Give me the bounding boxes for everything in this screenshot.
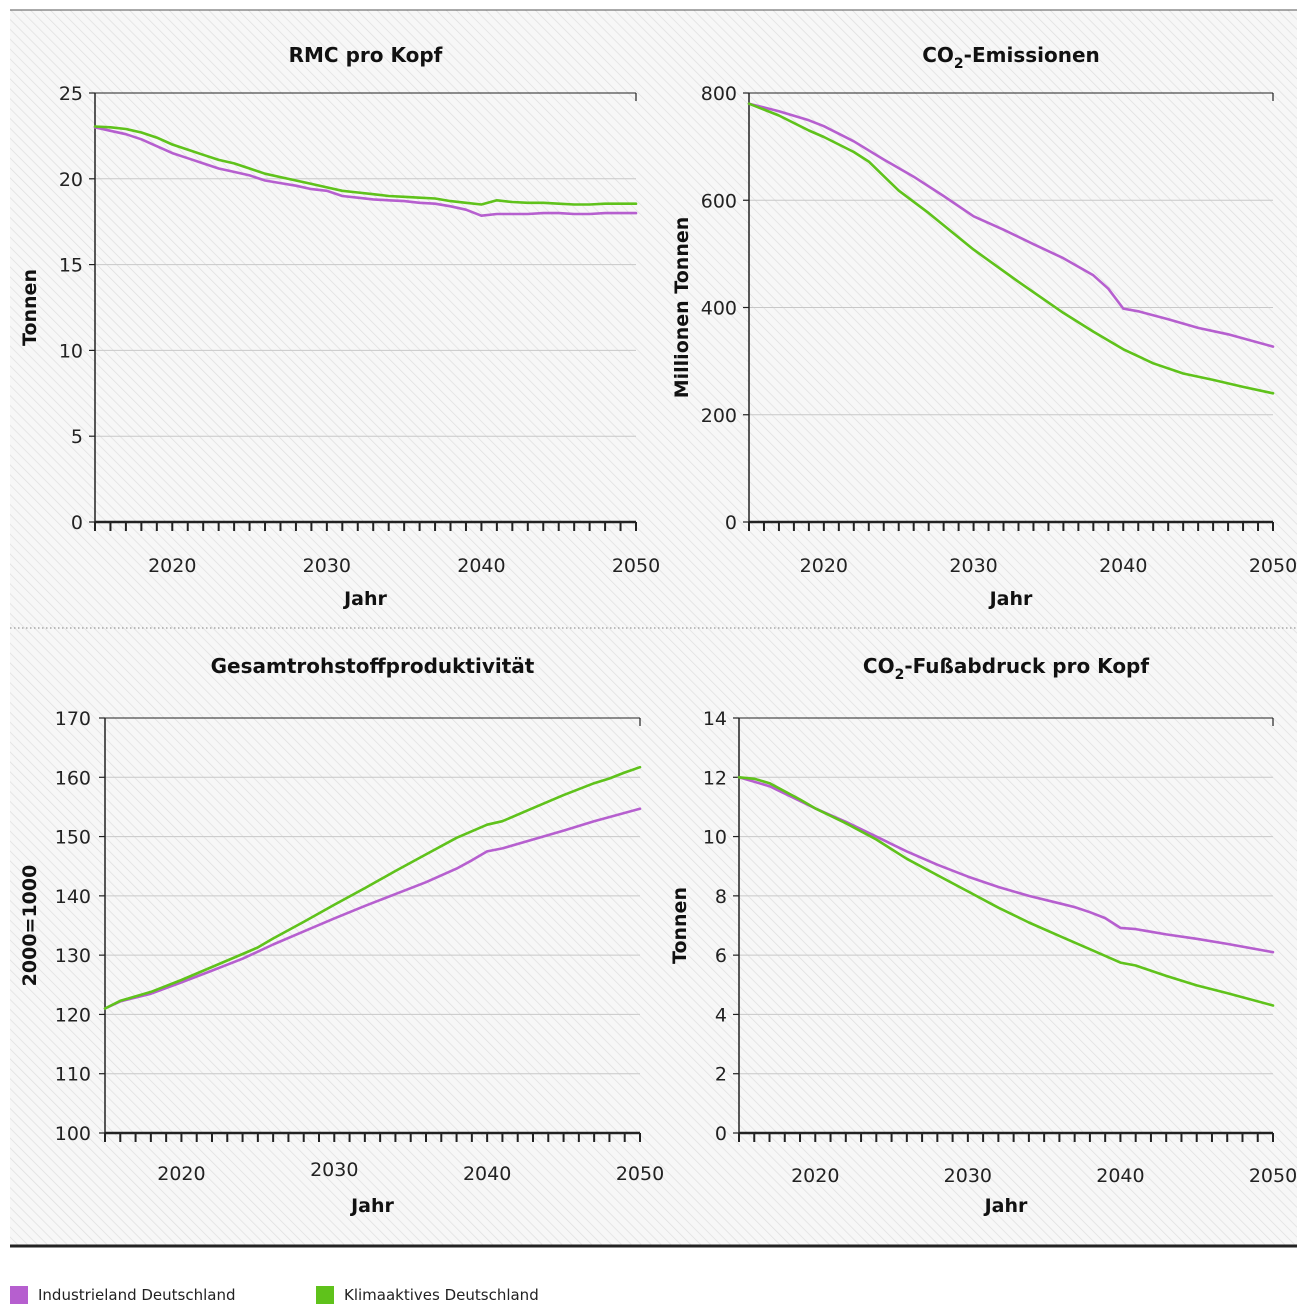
y-tick-label: 400	[701, 298, 737, 320]
legend: Industrieland Deutschland Klimaaktives D…	[0, 1286, 1309, 1306]
y-tick-label: 20	[59, 169, 83, 191]
legend-swatch-industrieland	[10, 1286, 28, 1304]
y-tick-label: 10	[59, 340, 83, 362]
y-tick-label: 800	[701, 83, 737, 105]
y-tick-label: 170	[55, 708, 91, 730]
y-tick-label: 12	[703, 767, 727, 789]
x-tick-label: 2050	[612, 555, 660, 577]
y-axis-label: Millionen Tonnen	[671, 217, 693, 399]
y-tick-label: 10	[703, 827, 727, 849]
series-line-klimaaktiv	[103, 765, 642, 1010]
y-tick-label: 0	[725, 512, 737, 534]
y-tick-label: 5	[71, 426, 83, 448]
y-tick-label: 15	[59, 255, 83, 277]
y-axis-label: Tonnen	[19, 269, 41, 346]
y-tick-label: 600	[701, 190, 737, 212]
y-tick-label: 150	[55, 827, 91, 849]
x-tick-label: 2040	[1099, 555, 1147, 577]
x-tick-label: 2020	[791, 1165, 839, 1187]
y-tick-label: 200	[701, 405, 737, 427]
y-tick-label: 130	[55, 945, 91, 967]
y-tick-label: 0	[715, 1123, 727, 1145]
y-tick-label: 25	[59, 83, 83, 105]
x-axis-label: Jahr	[983, 1195, 1028, 1217]
y-axis-label: 2000=1000	[19, 865, 41, 987]
legend-swatch-klimaaktiv	[316, 1286, 334, 1304]
chart-title: RMC pro Kopf	[289, 43, 443, 67]
y-tick-label: 4	[715, 1004, 727, 1026]
y-tick-label: 100	[55, 1123, 91, 1145]
x-tick-label: 2050	[1249, 555, 1297, 577]
x-axis-label: Jahr	[342, 588, 387, 610]
y-tick-label: 160	[55, 767, 91, 789]
x-tick-label: 2030	[944, 1165, 992, 1187]
chart-panel-1: 0 5 10 15 20 25 2020 2030 2040 2050 RMC pro Kopf Ja…	[19, 43, 660, 610]
series-line-industrieland	[103, 807, 642, 1010]
x-tick-label: 2040	[1096, 1165, 1144, 1187]
series-line-klimaaktiv	[737, 775, 1275, 1007]
x-tick-label: 2050	[1249, 1165, 1297, 1187]
x-axis-label: Jahr	[349, 1195, 394, 1217]
y-tick-label: 6	[715, 945, 727, 967]
x-axis-label: Jahr	[988, 588, 1033, 610]
chart-title: Gesamtrohstoffproduktivität	[211, 654, 535, 678]
series-line-klimaaktiv	[93, 125, 638, 206]
series-line-industrieland	[747, 102, 1275, 348]
x-tick-label: 2020	[148, 555, 196, 577]
chart-panel-3: 100 110 120 130 140 150 160 170 2020 2030 2040 2050…	[19, 654, 664, 1217]
y-tick-label: 2	[715, 1064, 727, 1086]
y-axis-label: Tonnen	[669, 887, 691, 964]
x-tick-label: 2030	[310, 1159, 358, 1181]
legend-item-klimaaktiv: Klimaaktives Deutschland	[316, 1286, 539, 1304]
legend-label-industrieland: Industrieland Deutschland	[38, 1286, 236, 1304]
x-tick-label: 2050	[616, 1163, 664, 1185]
x-tick-label: 2020	[800, 555, 848, 577]
x-tick-label: 2030	[949, 555, 997, 577]
y-tick-label: 110	[55, 1064, 91, 1086]
y-tick-label: 120	[55, 1004, 91, 1026]
x-tick-label: 2020	[157, 1163, 205, 1185]
legend-label-klimaaktiv: Klimaaktives Deutschland	[344, 1286, 539, 1304]
legend-item-industrieland: Industrieland Deutschland	[10, 1286, 236, 1304]
y-tick-label: 8	[715, 886, 727, 908]
series-line-klimaaktiv	[747, 102, 1275, 395]
y-tick-label: 140	[55, 886, 91, 908]
x-tick-label: 2040	[457, 555, 505, 577]
y-tick-label: 0	[71, 512, 83, 534]
series-line-industrieland	[93, 126, 638, 217]
y-tick-label: 14	[703, 708, 727, 730]
x-tick-label: 2030	[303, 555, 351, 577]
x-tick-label: 2040	[463, 1163, 511, 1185]
